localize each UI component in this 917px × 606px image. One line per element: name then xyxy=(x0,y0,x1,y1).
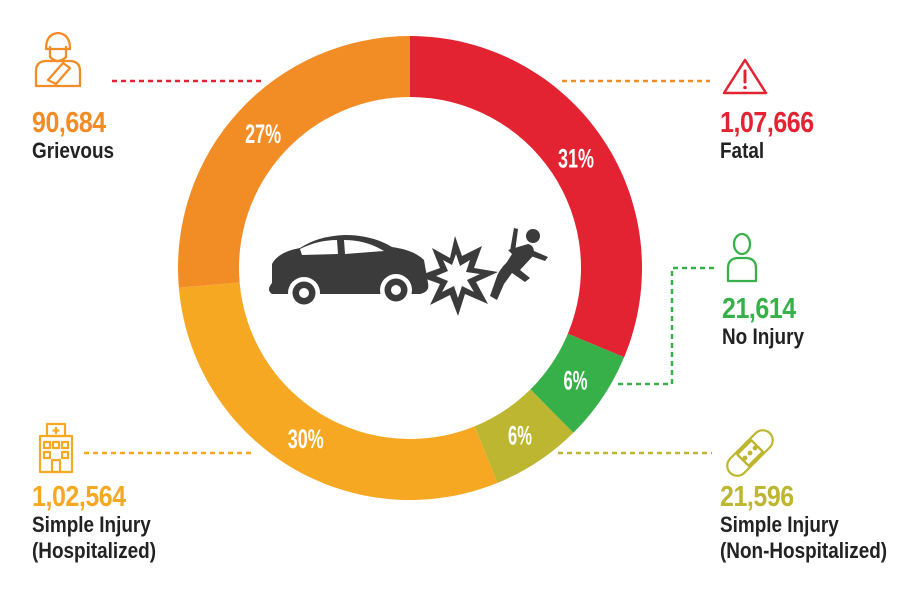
percent-label-3: 30% xyxy=(288,424,324,454)
donut-slice-fatal xyxy=(410,36,642,358)
simple-hosp-value: 1,02,564 xyxy=(32,481,126,513)
no-injury-label: No Injury xyxy=(722,324,804,349)
percent-label-2: 6% xyxy=(508,420,532,450)
grievous-label: Grievous xyxy=(32,138,115,163)
donut-slice-simple-injury-hospitalized xyxy=(178,282,498,500)
donut-slice-grievous xyxy=(178,36,410,288)
car-crash-icon xyxy=(269,228,548,316)
fatal-label: Fatal xyxy=(720,138,765,163)
warning-triangle-icon xyxy=(722,58,768,95)
legend-simple-injury-non-hosp: 21,596 Simple Injury (Non-Hospitalized) xyxy=(720,482,914,564)
grievous-value: 90,684 xyxy=(32,107,106,139)
person-icon xyxy=(726,232,758,283)
connector-no-injury xyxy=(618,266,715,386)
injured-person-icon xyxy=(34,31,82,88)
percent-label-1: 6% xyxy=(564,365,588,395)
legend-simple-injury-hosp: 1,02,564 Simple Injury (Hospitalized) xyxy=(32,482,176,564)
hospital-icon xyxy=(38,422,74,474)
legend-fatal: 1,07,666 Fatal xyxy=(720,108,829,164)
donut-slice-no-injury xyxy=(530,333,625,433)
simple-non-hosp-label-line1: Simple Injury xyxy=(720,512,839,537)
no-injury-value: 21,614 xyxy=(722,293,796,325)
simple-hosp-label-line2: (Hospitalized) xyxy=(32,538,157,563)
bandage-icon xyxy=(726,429,774,477)
legend-no-injury: 21,614 No Injury xyxy=(722,294,817,350)
donut-slice-simple-injury-non-hospitalized xyxy=(474,389,574,483)
simple-non-hosp-label-line2: (Non-Hospitalized) xyxy=(720,538,888,563)
legend-grievous: 90,684 Grievous xyxy=(32,108,127,164)
percent-label-0: 31% xyxy=(558,143,594,173)
simple-hosp-label-line1: Simple Injury xyxy=(32,512,151,537)
simple-non-hosp-value: 21,596 xyxy=(720,481,794,513)
fatal-value: 1,07,666 xyxy=(720,107,814,139)
percent-label-4: 27% xyxy=(245,119,281,149)
